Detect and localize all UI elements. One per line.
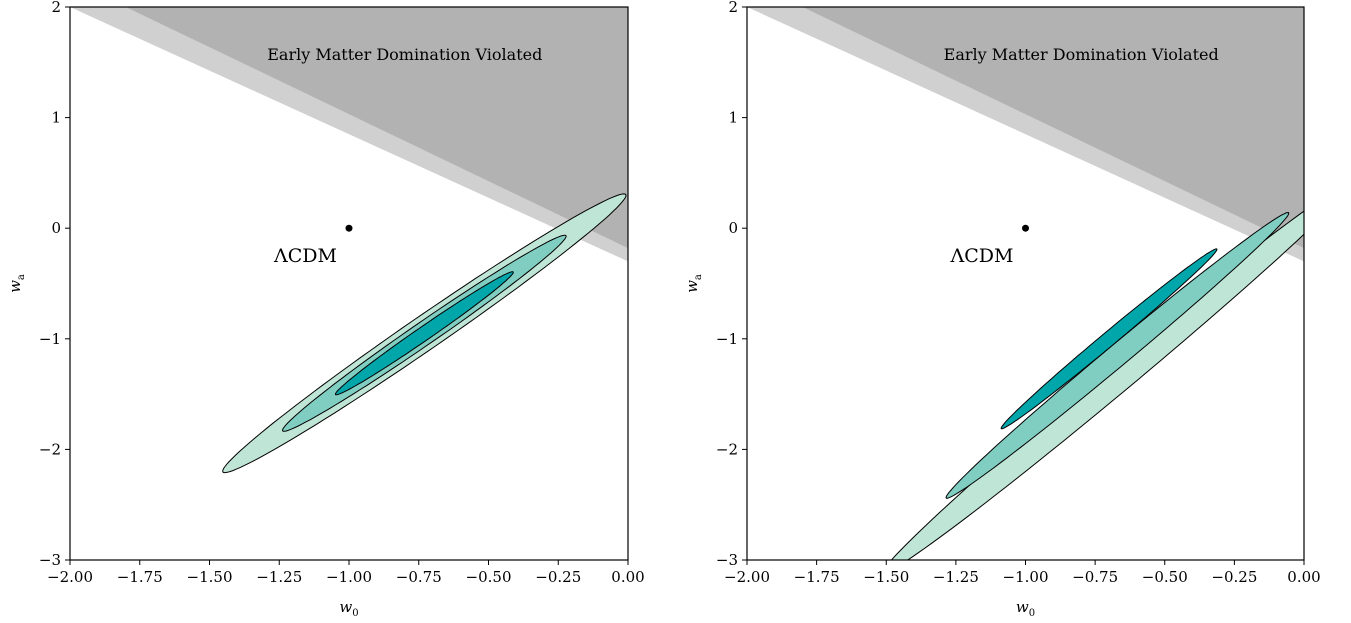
plot-area (747, 7, 1304, 560)
y-axis-label-sub: a (16, 274, 27, 280)
x-tick-label: −2.00 (47, 568, 93, 586)
y-tick-label: 1 (728, 109, 738, 127)
x-tick-label: −0.75 (396, 568, 442, 586)
lcdm-point (345, 224, 353, 232)
y-tick-label: −3 (716, 551, 738, 569)
y-tick-label: 0 (728, 219, 738, 237)
excluded-region-label: Early Matter Domination Violated (267, 45, 542, 64)
plot-area (70, 7, 628, 474)
lcdm-label: ΛCDM (273, 245, 337, 267)
x-tick-label: −0.75 (1072, 568, 1118, 586)
x-tick-label: −1.75 (794, 568, 840, 586)
excluded-region-inner (125, 7, 628, 249)
y-tick-label: 0 (51, 219, 61, 237)
excluded-region-label: Early Matter Domination Violated (944, 45, 1219, 64)
y-axis-label-sub: a (693, 274, 704, 280)
x-axis-label: w0 (339, 598, 358, 619)
x-tick-label: −0.50 (466, 568, 512, 586)
y-tick-label: 2 (51, 0, 61, 16)
x-tick-label: −0.50 (1142, 568, 1188, 586)
contour-1sigma (1000, 248, 1218, 430)
x-axis-label-text: w (1016, 598, 1029, 616)
x-tick-label: −0.25 (1211, 568, 1257, 586)
y-tick-label: −3 (39, 551, 61, 569)
contour-3sigma (890, 210, 1304, 560)
y-tick-label: −1 (39, 330, 61, 348)
contour-2sigma (945, 211, 1290, 499)
y-tick-label: 2 (728, 0, 738, 16)
x-tick-label: −1.50 (863, 568, 909, 586)
panel-2: Early Matter Domination Violated ΛCDM −2.0… (683, 0, 1321, 619)
x-tick-label: −1.50 (187, 568, 233, 586)
x-tick-label: −1.00 (326, 568, 372, 586)
x-tick-label: −2.00 (724, 568, 770, 586)
y-tick-label: −1 (716, 330, 738, 348)
y-axis-label-text: w (683, 280, 701, 293)
y-tick-label: 1 (51, 109, 61, 127)
x-tick-label: −1.25 (256, 568, 302, 586)
panel-1: Early Matter Domination Violated ΛCDM −2.0… (6, 0, 645, 619)
x-tick-label: −1.00 (1003, 568, 1049, 586)
excluded-region-inner (802, 7, 1304, 249)
x-tick-label: −0.25 (535, 568, 581, 586)
x-axis-label-text: w (339, 598, 352, 616)
lcdm-label: ΛCDM (950, 245, 1014, 267)
y-axis-label: wa (683, 274, 704, 293)
contour-1sigma (334, 271, 514, 396)
lcdm-point (1022, 224, 1029, 232)
y-axis-label: wa (6, 274, 27, 293)
x-axis-label: w0 (1016, 598, 1035, 619)
x-tick-label: −1.75 (117, 568, 163, 586)
y-axis-label-text: w (6, 280, 24, 293)
x-tick-label: −1.25 (933, 568, 979, 586)
y-tick-label: −2 (39, 440, 61, 458)
y-tick-label: −2 (716, 440, 738, 458)
x-axis-label-sub: 0 (1029, 608, 1035, 619)
x-axis-label-sub: 0 (352, 608, 358, 619)
x-tick-label: 0.00 (1287, 568, 1320, 586)
x-tick-label: 0.00 (611, 568, 644, 586)
